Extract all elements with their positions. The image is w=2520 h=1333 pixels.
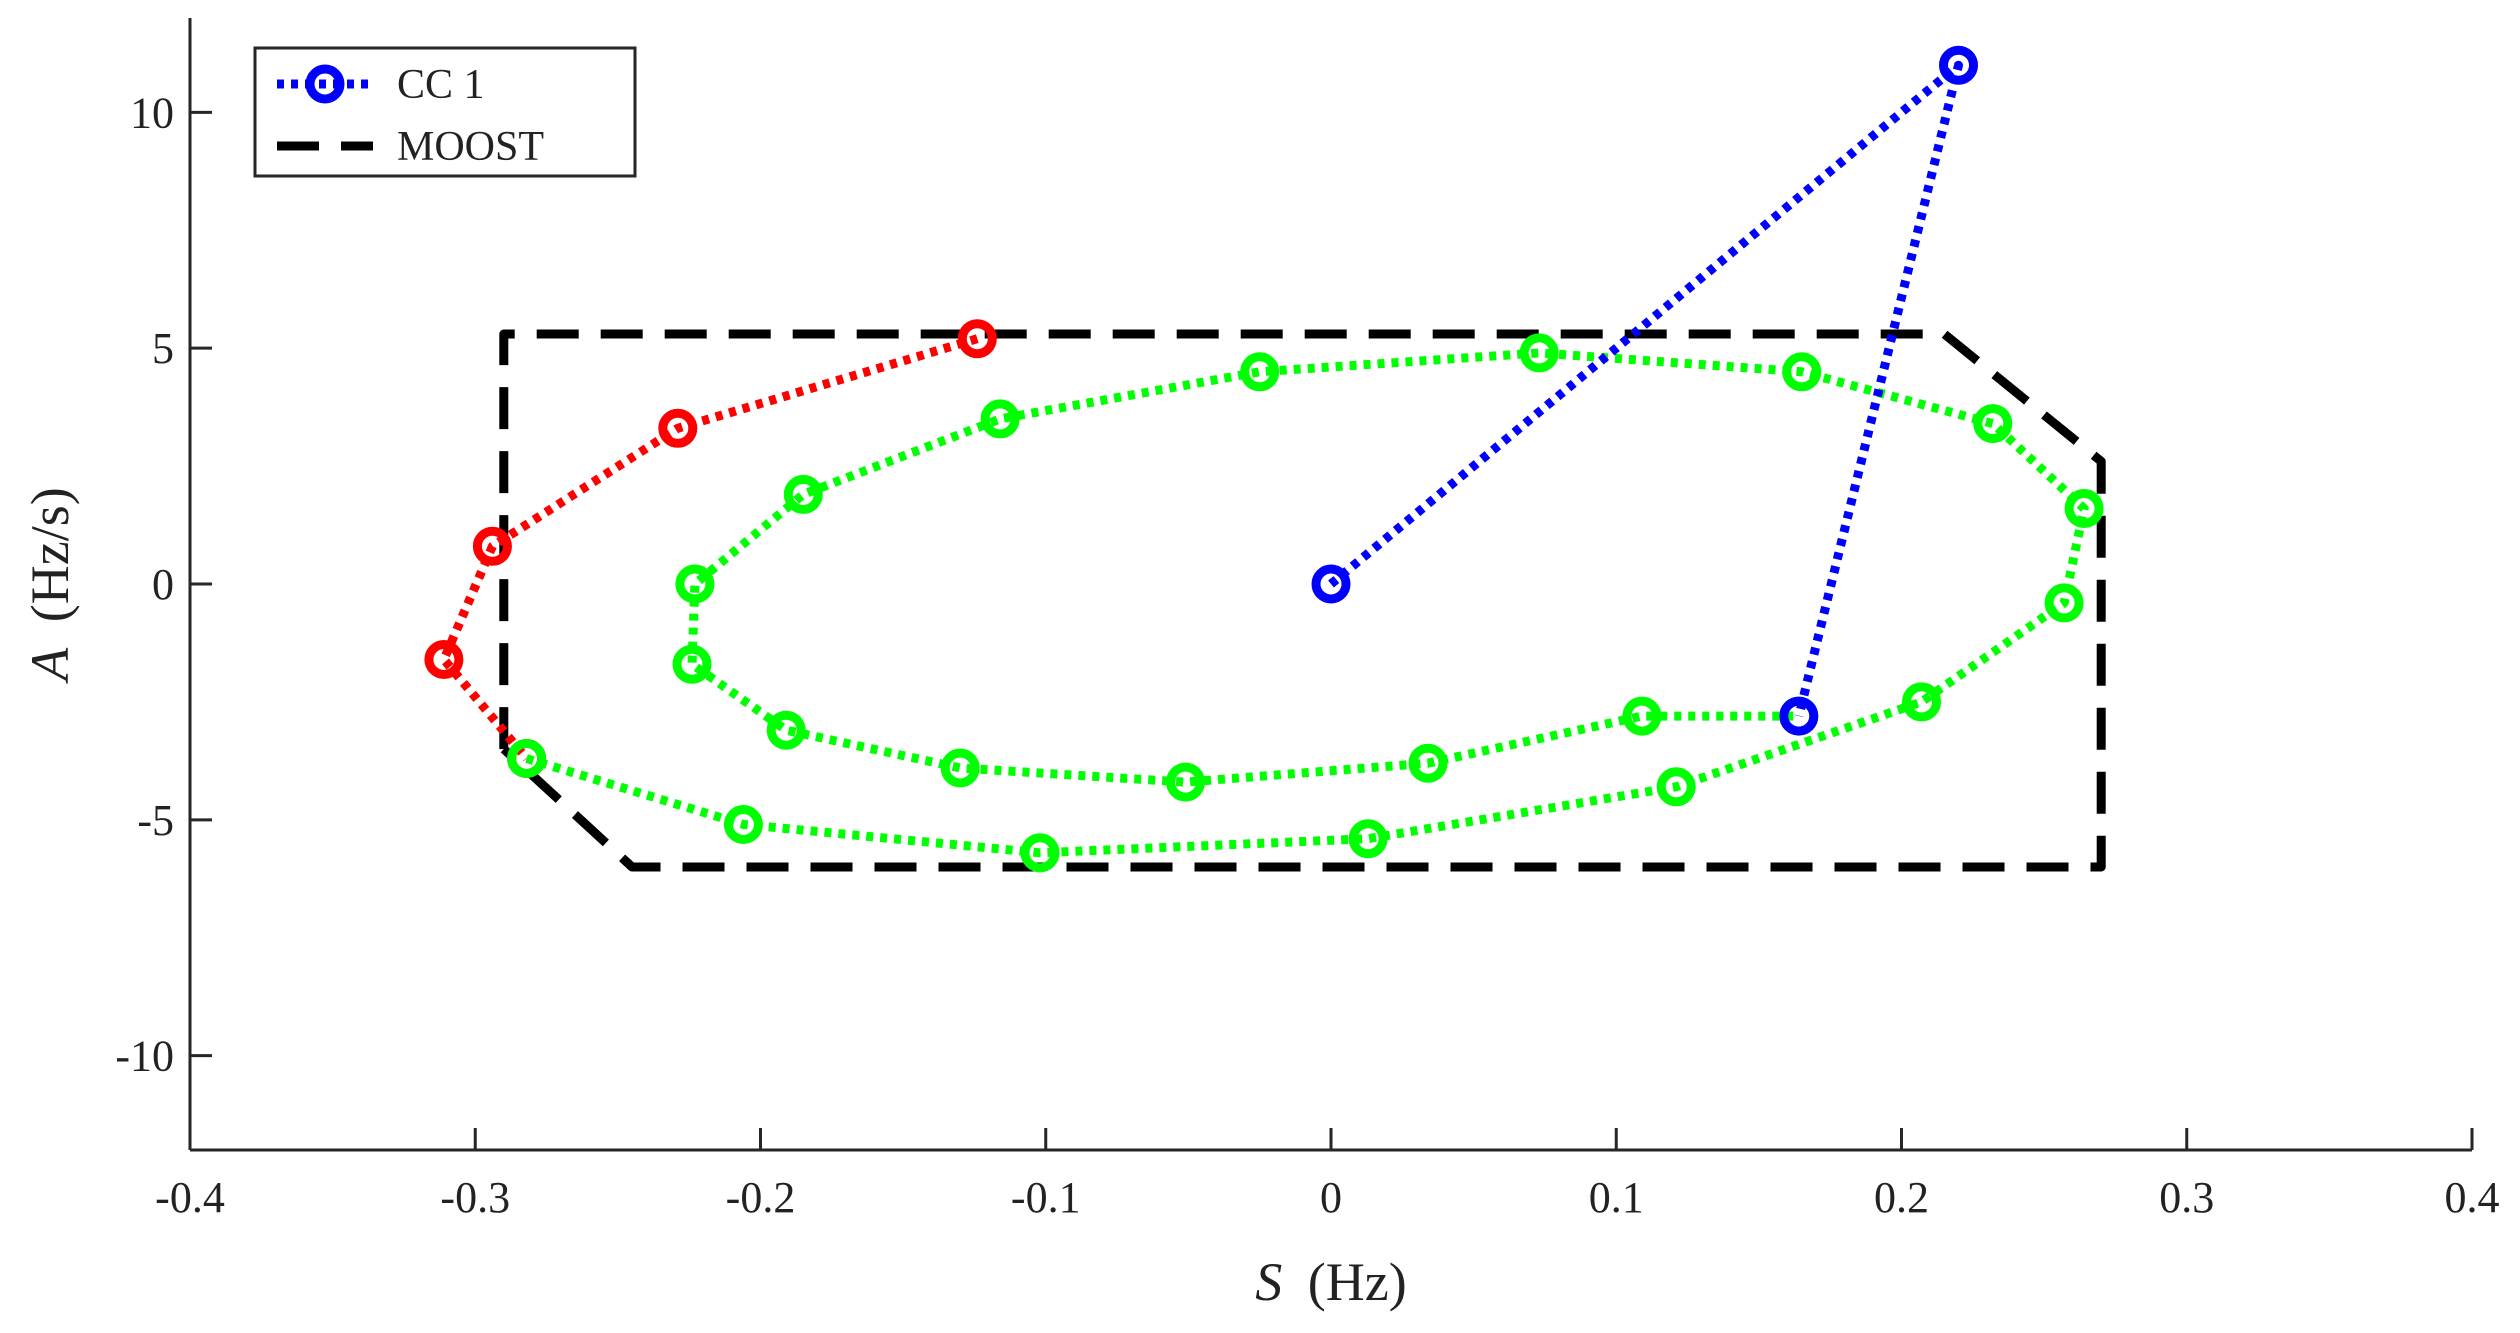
y-tick-label: -10 — [115, 1032, 174, 1081]
y-tick-label: 10 — [130, 88, 174, 137]
data-point-green-trajectory — [1348, 819, 1388, 859]
series-line-red-segment — [439, 334, 979, 762]
data-point-green-trajectory — [1240, 352, 1280, 392]
data-point-green-trajectory — [980, 399, 1020, 439]
x-tick-label: -0.2 — [726, 1173, 796, 1222]
x-tick-label: 0.1 — [1589, 1173, 1644, 1222]
x-tick-label: 0.2 — [1874, 1173, 1929, 1222]
data-point-red-segment — [957, 319, 997, 359]
data-point-green-trajectory — [1656, 767, 1696, 807]
data-point-green-trajectory — [1902, 682, 1941, 722]
x-axis-label-unit: (Hz) — [1308, 1252, 1407, 1312]
data-point-cc-1 — [1939, 45, 1978, 85]
axes: -0.4 -0.3 -0.2 -0.1 0 0.1 0.2 0.3 0.4 -10 -5 0 5 10 — [115, 18, 2500, 1222]
data-point-red-segment — [472, 526, 512, 566]
data-point-green-trajectory — [1020, 833, 1060, 873]
data-point-green-trajectory — [783, 474, 823, 514]
data-point-green-trajectory — [1166, 762, 1205, 802]
x-axis-label-variable: S — [1255, 1252, 1282, 1312]
y-axis-label: A (Hz/s) — [20, 487, 80, 683]
x-tick-label: 0.4 — [2445, 1173, 2500, 1222]
data-point-green-trajectory — [766, 710, 806, 750]
data-point-red-segment — [658, 408, 698, 448]
data-point-cc-1 — [1779, 696, 1819, 736]
x-tick-label: -0.3 — [440, 1173, 510, 1222]
data-point-green-trajectory — [1622, 696, 1662, 736]
legend-label-moost: MOOST — [397, 124, 544, 170]
data-point-green-trajectory — [723, 805, 763, 844]
data-point-green-trajectory — [1973, 404, 2013, 444]
data-point-green-trajectory — [1519, 333, 1559, 373]
plot-area — [424, 45, 2106, 873]
series-line-green-trajectory — [525, 348, 2089, 858]
data-point-green-trajectory — [1782, 352, 1822, 392]
data-point-green-trajectory — [2064, 489, 2104, 528]
data-point-green-trajectory — [672, 644, 712, 684]
x-tick-label: 0 — [1320, 1173, 1342, 1222]
x-tick-label: 0.3 — [2159, 1173, 2214, 1222]
legend-label-cc-1: CC 1 — [397, 62, 485, 108]
series-line-cc-1 — [1328, 60, 1963, 718]
y-axis-label-variable: A — [20, 647, 80, 684]
y-tick-label: -5 — [137, 796, 174, 845]
y-axis-label-unit: (Hz/s) — [20, 487, 80, 622]
y-tick-label: 0 — [152, 560, 174, 609]
x-tick-label: -0.1 — [1011, 1173, 1081, 1222]
data-point-green-trajectory — [940, 748, 980, 788]
legend: CC 1 MOOST — [253, 46, 637, 178]
data-point-green-trajectory — [2044, 583, 2084, 623]
data-point-green-trajectory — [1408, 743, 1448, 783]
data-point-red-segment — [424, 640, 464, 679]
x-axis-label: S (Hz) — [1255, 1252, 1406, 1312]
data-point-green-trajectory — [507, 739, 547, 778]
data-point-cc-1 — [1311, 564, 1351, 604]
data-point-green-trajectory — [675, 564, 715, 604]
series-line-moost — [499, 329, 2106, 872]
y-tick-label: 5 — [152, 324, 174, 373]
legend-marker-cc-1 — [305, 64, 345, 104]
x-tick-label: -0.4 — [155, 1173, 225, 1222]
